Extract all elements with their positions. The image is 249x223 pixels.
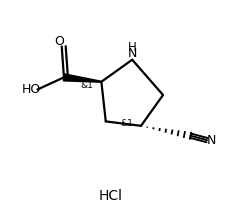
- Text: HCl: HCl: [98, 189, 122, 203]
- Text: N: N: [127, 47, 137, 60]
- Text: &1: &1: [120, 119, 133, 128]
- Text: HO: HO: [22, 83, 41, 96]
- Text: O: O: [54, 35, 64, 48]
- Polygon shape: [63, 74, 101, 82]
- Text: H: H: [128, 41, 137, 54]
- Text: &1: &1: [81, 81, 94, 90]
- Text: N: N: [206, 134, 216, 147]
